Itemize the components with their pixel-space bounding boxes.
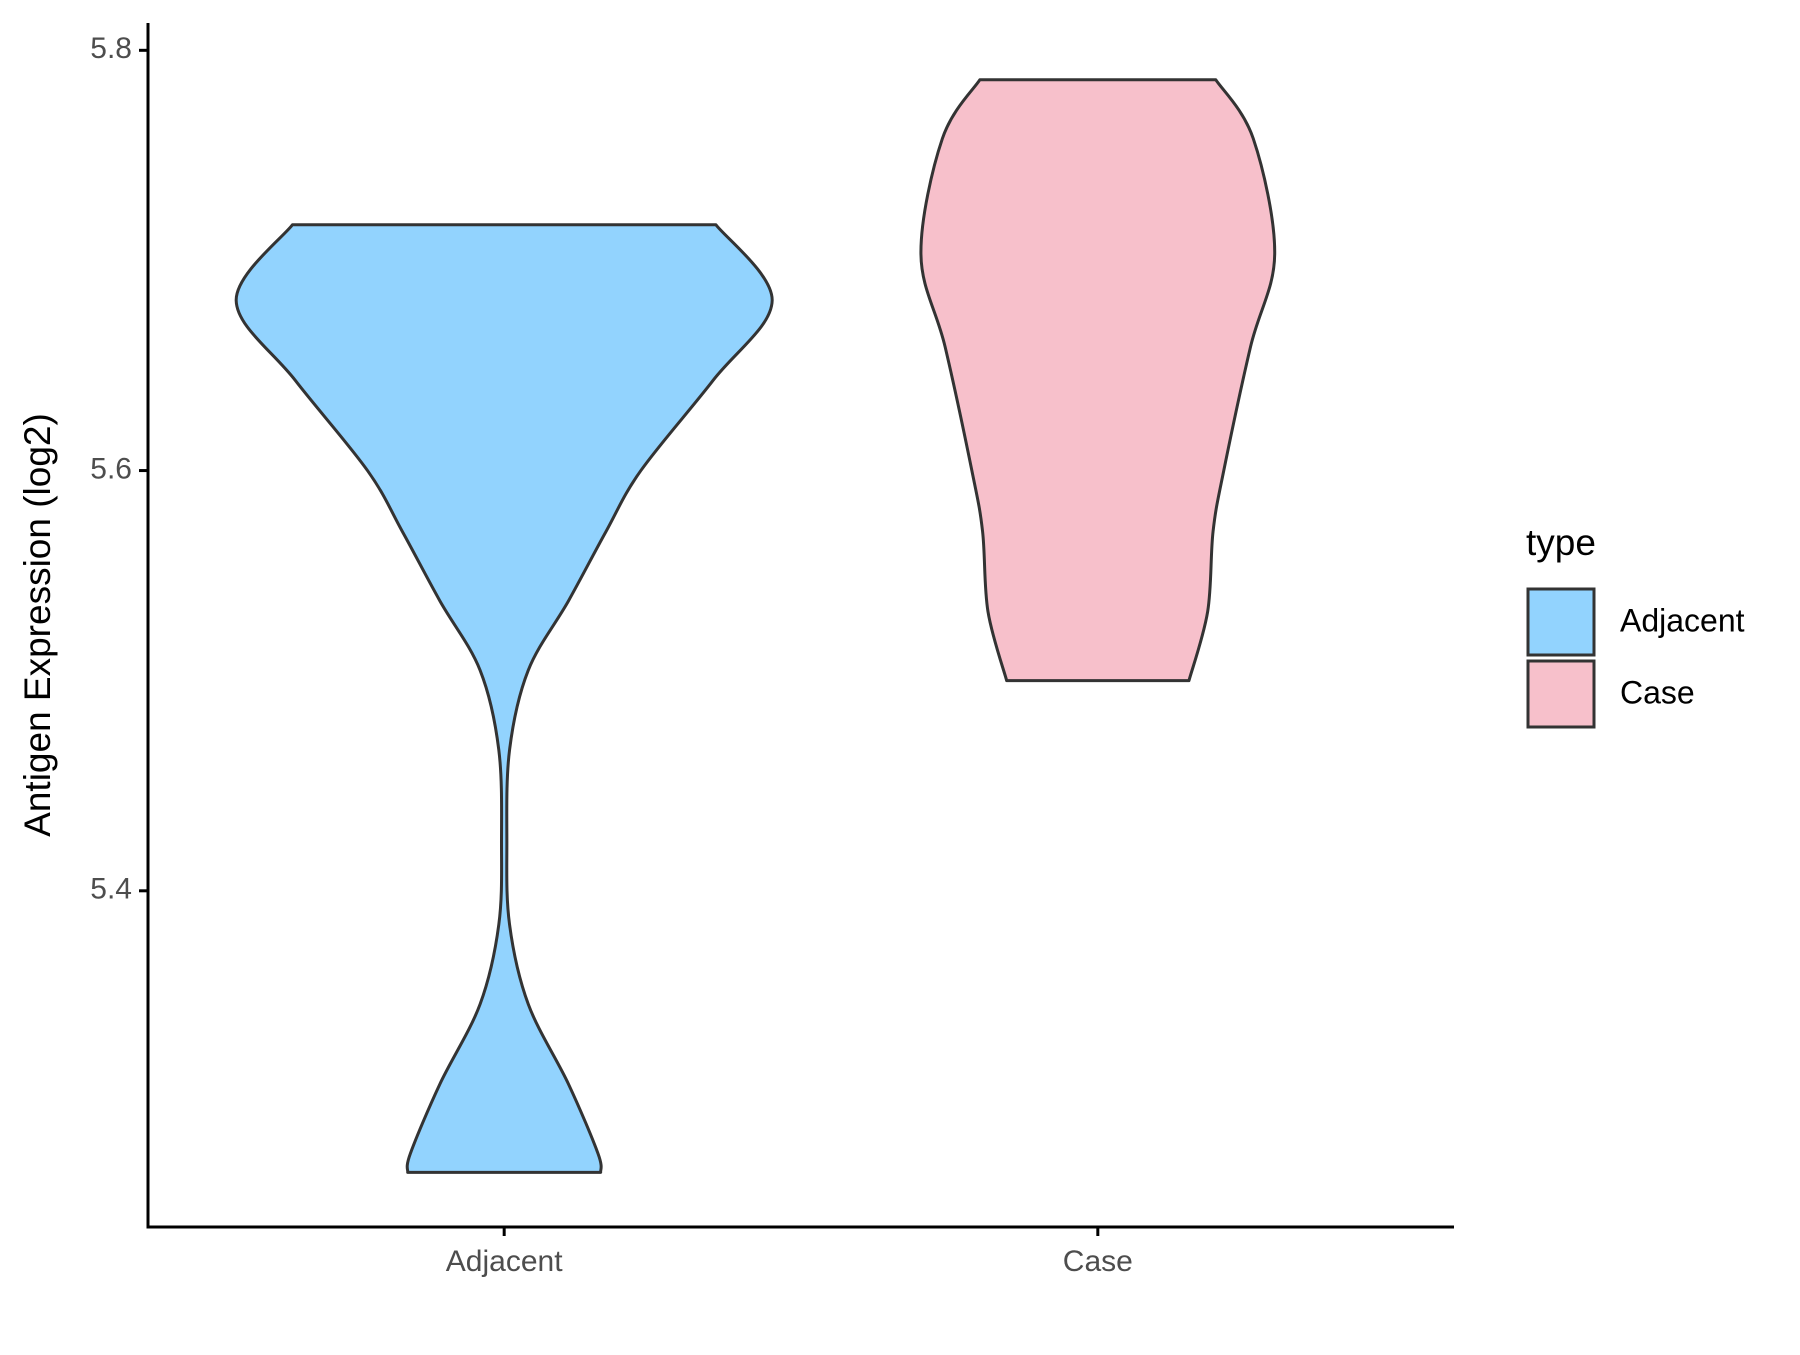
x-tick-label: Adjacent — [446, 1245, 563, 1278]
x-tick-label: Case — [1063, 1245, 1133, 1278]
legend-label: Adjacent — [1620, 602, 1745, 638]
legend-title: type — [1526, 522, 1596, 563]
y-tick-label: 5.6 — [90, 452, 132, 485]
legend-key — [1526, 587, 1596, 657]
y-axis-title: Antigen Expression (log2) — [17, 413, 58, 837]
legend-key — [1526, 659, 1596, 729]
legend-label: Case — [1620, 674, 1695, 710]
violin — [919, 78, 1277, 683]
violin — [234, 223, 774, 1174]
y-tick-label: 5.8 — [90, 32, 132, 65]
y-tick-label: 5.4 — [90, 873, 132, 906]
